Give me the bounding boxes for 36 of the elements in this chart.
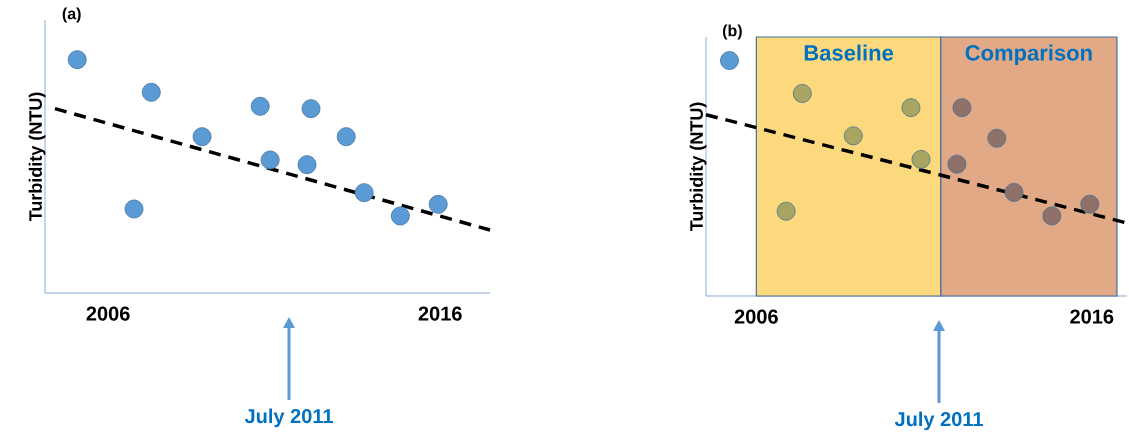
point [952, 98, 972, 118]
point [301, 99, 321, 119]
point [250, 96, 270, 116]
point [1080, 194, 1100, 214]
point [1004, 182, 1024, 202]
chart-title: (b) [722, 24, 742, 40]
x-tick-label: 2006 [86, 306, 130, 321]
point [901, 98, 921, 118]
point [124, 199, 144, 219]
point [354, 183, 374, 203]
point [776, 201, 796, 221]
x-tick-label: 2006 [734, 309, 778, 324]
band-label: Comparison [965, 44, 1092, 66]
point [720, 51, 739, 70]
point [987, 128, 1007, 148]
point [141, 82, 161, 102]
point [390, 206, 410, 226]
point [428, 194, 448, 214]
chart-title: (a) [62, 7, 81, 23]
y-axis-title: Turbidity (NTU) [689, 102, 707, 232]
point [911, 150, 931, 169]
point [192, 127, 212, 147]
point [67, 50, 87, 70]
point [297, 155, 317, 175]
text: July 2011 [894, 411, 983, 431]
x-tick-label: 2016 [418, 306, 462, 321]
y-axis-title: Turbidity (NTU) [28, 92, 46, 222]
point [947, 154, 967, 174]
point [792, 84, 812, 103]
point [336, 127, 356, 147]
x-tick-label: 2016 [1070, 309, 1114, 324]
point [260, 150, 280, 170]
point [843, 126, 863, 146]
band-label: Baseline [804, 44, 894, 61]
point [1042, 206, 1062, 226]
text: July 2011 [244, 408, 333, 428]
